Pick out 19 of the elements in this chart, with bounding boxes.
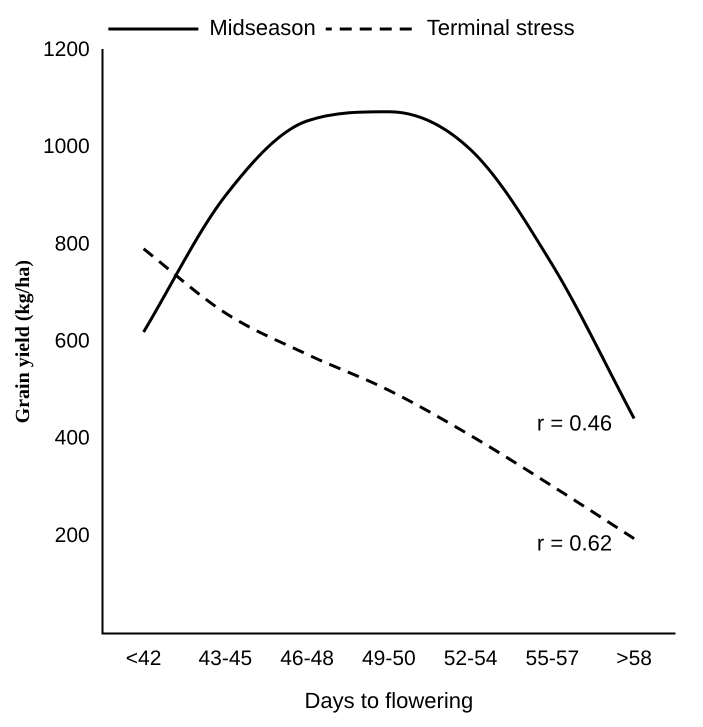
annotation: r = 0.62	[536, 530, 612, 556]
legend-label: Midseason	[209, 15, 316, 40]
y-tick-label: 200	[54, 524, 90, 547]
annotation: r = 0.46	[536, 410, 612, 436]
y-tick-label: 600	[54, 329, 90, 352]
x-tick-label: >58	[616, 646, 652, 670]
y-tick-label: 1000	[43, 135, 90, 158]
x-tick-label: 52-54	[444, 646, 498, 670]
x-tick-label: 55-57	[526, 646, 580, 670]
legend-label: Terminal stress	[426, 15, 575, 40]
y-tick-label: 800	[54, 232, 90, 256]
y-tick-label: 1200	[43, 38, 90, 61]
x-tick-label: 46-48	[280, 646, 334, 670]
x-tick-label: 49-50	[362, 646, 416, 670]
x-tick-label: <42	[126, 646, 162, 670]
x-tick-label: 43-45	[198, 646, 252, 670]
x-axis-title: Days to flowering	[304, 688, 474, 713]
y-axis-title: Grain yield (kg/ha)	[12, 260, 34, 424]
y-tick-label: 400	[54, 426, 90, 450]
